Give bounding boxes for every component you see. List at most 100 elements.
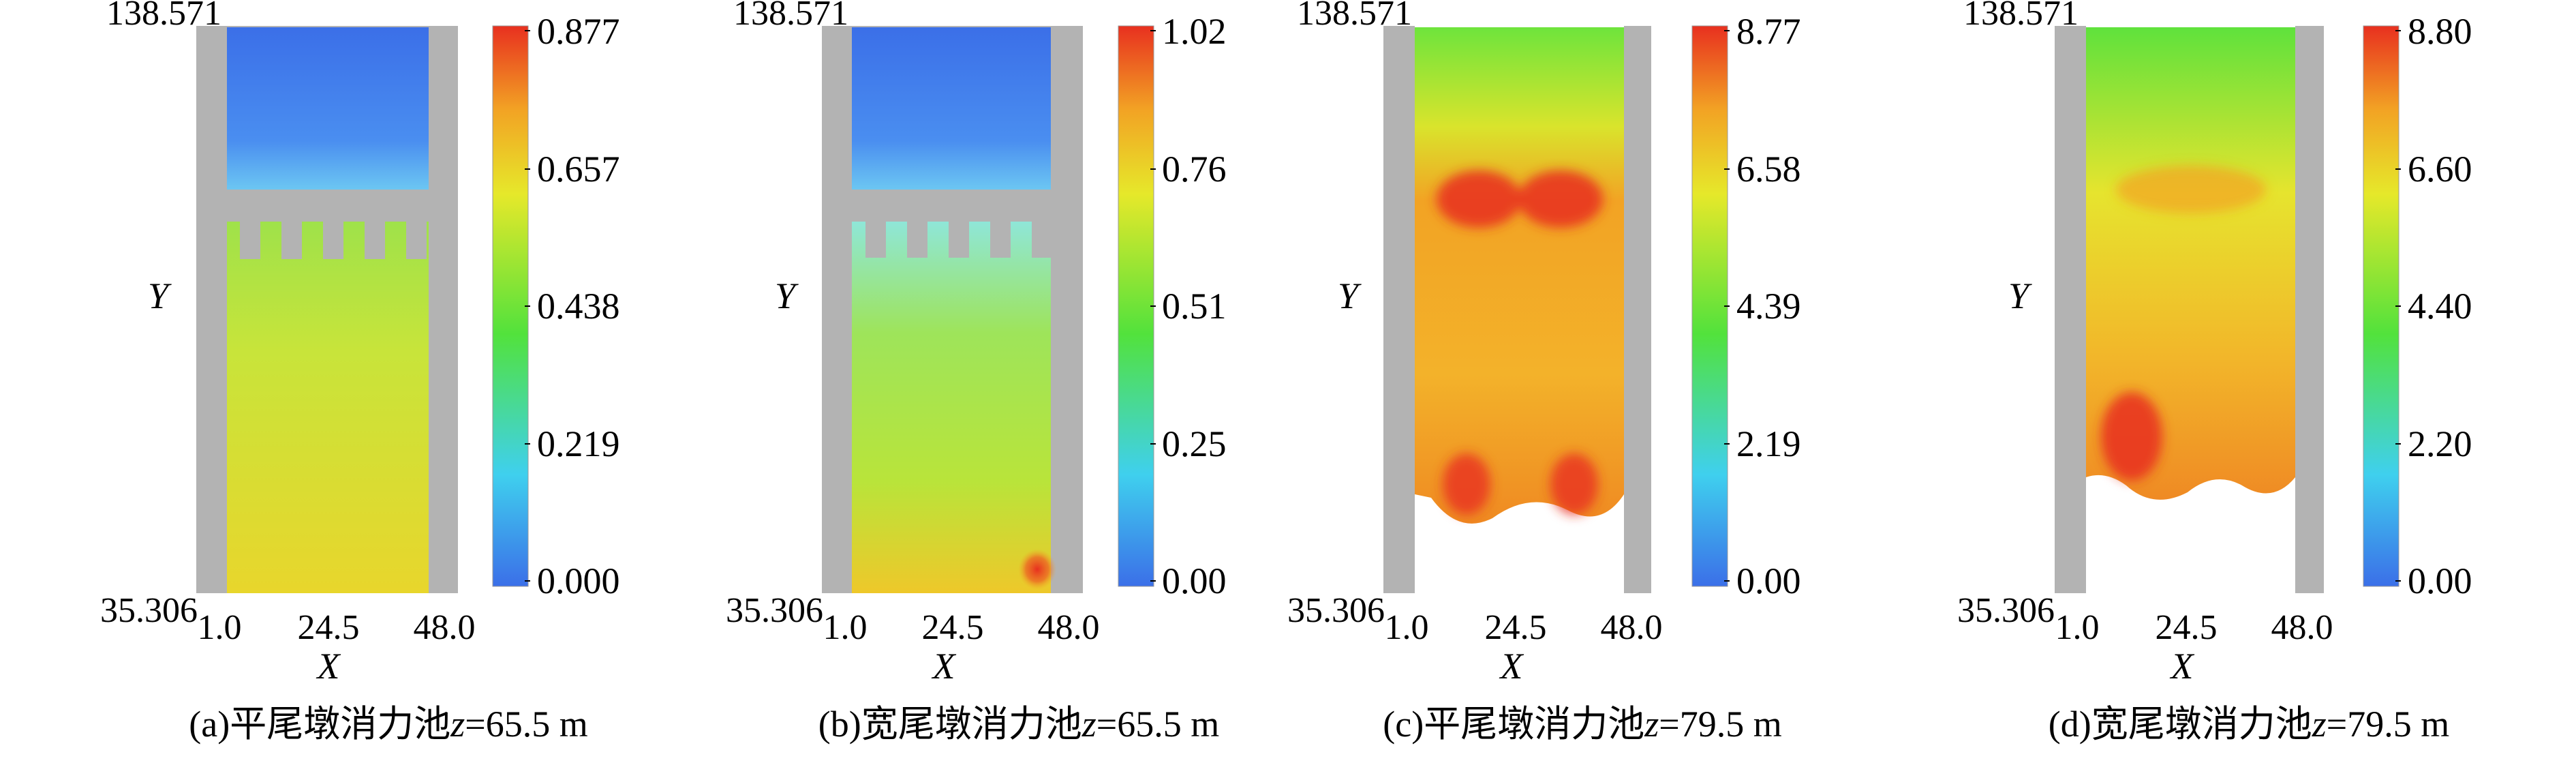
y-axis-label-a: Y <box>148 275 172 316</box>
caption-var: z <box>2312 704 2327 745</box>
panel-d: 8.80 6.60 4.40 2.20 0.00 138.571 35.306 … <box>1957 0 2472 745</box>
colorbar-ticks-d <box>2395 30 2401 582</box>
caption-d: (d)宽尾墩消力池z=79.5 m <box>2049 704 2449 745</box>
pier <box>1032 220 1052 258</box>
channel-c <box>1383 26 1651 593</box>
panel-b: 1.02 0.76 0.51 0.25 0.00 138.571 35.306 … <box>726 0 1227 745</box>
caption-prefix: (b)宽尾墩消力池 <box>818 704 1082 745</box>
panel-a: 0.877 0.657 0.438 0.219 0.000 138.571 35… <box>100 0 620 745</box>
y-axis-label-b: Y <box>775 275 799 316</box>
colorbar-tick-label: 0.51 <box>1162 286 1227 327</box>
caption-prefix: (c)平尾墩消力池 <box>1383 704 1644 745</box>
pier <box>907 220 927 258</box>
x-tick-label: 48.0 <box>2271 608 2333 647</box>
caption-suffix: =79.5 m <box>2327 704 2449 745</box>
y-tick-top-a: 138.571 <box>106 0 221 33</box>
colorbar-tick-label: 4.40 <box>2408 286 2472 327</box>
colorbar-tick-label: 0.877 <box>537 11 620 52</box>
y-tick-top-d: 138.571 <box>1963 0 2079 33</box>
y-tick-bottom-a: 35.306 <box>100 591 198 630</box>
colorbar-ticks-a <box>525 30 530 582</box>
x-tick-label: 48.0 <box>1038 608 1100 647</box>
colorbar-tick-label: 0.25 <box>1162 423 1227 464</box>
colorbar-tick-label: 0.00 <box>1162 560 1227 601</box>
x-tick-label: 1.0 <box>198 608 242 647</box>
colorbar-tick-label: 2.19 <box>1736 423 1801 464</box>
x-tick-label: 24.5 <box>1485 608 1547 647</box>
colorbar-ticks-b <box>1150 30 1156 582</box>
pier <box>323 220 343 259</box>
colorbar-tick-label: 1.02 <box>1162 11 1227 52</box>
y-tick-bottom-b: 35.306 <box>726 591 823 630</box>
colorbar-tick-label: 8.80 <box>2408 11 2472 52</box>
hot-spot <box>1018 549 1056 590</box>
y-tick-top-c: 138.571 <box>1297 0 1412 33</box>
caption-suffix: =65.5 m <box>1097 704 1219 745</box>
x-axis-label-a: X <box>316 646 341 687</box>
colorbar-tick-label: 2.20 <box>2408 423 2472 464</box>
x-axis-label-b: X <box>932 646 957 687</box>
channel-wall-left-d <box>2055 26 2086 593</box>
y-tick-top-b: 138.571 <box>733 0 848 33</box>
hot-spot <box>1518 170 1603 228</box>
upper-flow-a <box>227 27 429 190</box>
x-axis-label-d: X <box>2170 646 2195 687</box>
colorbar-tick-label: 8.77 <box>1736 11 1801 52</box>
caption-a: (a)平尾墩消力池z=65.5 m <box>189 704 587 745</box>
y-tick-bottom-c: 35.306 <box>1287 591 1385 630</box>
hot-spot <box>2116 166 2266 213</box>
x-tick-label: 1.0 <box>1385 608 1429 647</box>
colorbar-tick-label: 0.219 <box>537 423 620 464</box>
panel-c: 8.77 6.58 4.39 2.19 0.00 138.571 35.306 … <box>1287 0 1801 745</box>
lower-flow-b <box>852 222 1051 593</box>
hot-spot <box>1550 453 1598 515</box>
channel-b <box>822 26 1083 593</box>
colorbar-tick-label: 0.438 <box>537 286 620 327</box>
x-axis-label-c: X <box>1499 646 1524 687</box>
lower-flow-a <box>227 222 429 593</box>
colorbar-d: 8.80 6.60 4.40 2.20 0.00 <box>2363 11 2472 601</box>
pier <box>949 220 969 258</box>
x-tick-label: 48.0 <box>414 608 476 647</box>
caption-prefix: (a)平尾墩消力池 <box>189 704 450 745</box>
channel-wall-right-d <box>2295 26 2324 593</box>
colorbar-gradient <box>1691 25 1728 587</box>
hot-spot <box>2101 392 2162 481</box>
hot-spots-c <box>1437 170 1603 515</box>
caption-prefix: (d)宽尾墩消力池 <box>2049 704 2312 745</box>
caption-suffix: =79.5 m <box>1659 704 1781 745</box>
flow-field-d <box>2086 27 2295 500</box>
pier <box>406 220 427 259</box>
colorbar-ticks-c <box>1724 30 1730 582</box>
x-tick-label: 24.5 <box>922 608 984 647</box>
colorbar-gradient <box>1118 25 1154 587</box>
channel-d <box>2055 26 2324 593</box>
colorbar-tick-label: 0.00 <box>2408 560 2472 601</box>
caption-c: (c)平尾墩消力池z=79.5 m <box>1383 704 1781 745</box>
y-axis-label-d: Y <box>2008 275 2032 316</box>
colorbar-gradient <box>2363 25 2399 587</box>
pier <box>365 220 385 259</box>
pier <box>240 220 260 259</box>
colorbar-tick-label: 0.000 <box>537 560 620 601</box>
colorbar-tick-label: 0.76 <box>1162 149 1227 190</box>
colorbar-tick-label: 0.00 <box>1736 560 1801 601</box>
y-axis-label-c: Y <box>1338 275 1362 316</box>
hot-spot <box>1437 170 1521 228</box>
caption-var: z <box>450 704 465 745</box>
pier-row-a <box>240 220 427 259</box>
pier <box>990 220 1011 258</box>
x-tick-label: 24.5 <box>298 608 360 647</box>
colorbar-tick-label: 0.657 <box>537 149 620 190</box>
caption-var: z <box>1082 704 1097 745</box>
colorbar-gradient <box>492 25 529 587</box>
colorbar-tick-label: 4.39 <box>1736 286 1801 327</box>
colorbar-tick-label: 6.60 <box>2408 149 2472 190</box>
pier-row-b <box>865 220 1052 258</box>
channel-wall-right-c <box>1624 26 1651 593</box>
colorbar-b: 1.02 0.76 0.51 0.25 0.00 <box>1118 11 1227 601</box>
upper-flow-b <box>852 27 1051 190</box>
hot-spots-d <box>2101 166 2266 481</box>
y-tick-bottom-d: 35.306 <box>1957 591 2055 630</box>
